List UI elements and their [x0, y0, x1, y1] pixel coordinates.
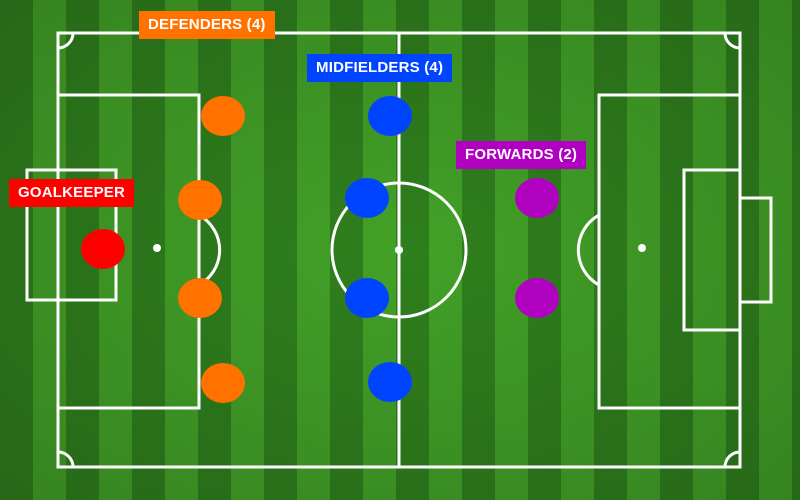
center-spot	[395, 246, 403, 254]
left-penalty-spot	[153, 244, 161, 252]
pitch-markings	[25, 31, 773, 469]
player-defender	[201, 96, 245, 136]
label-defenders: DEFENDERS (4)	[139, 11, 275, 39]
label-midfielders: MIDFIELDERS (4)	[307, 54, 453, 82]
corner-arc-top-right	[723, 32, 741, 50]
player-midfielder	[368, 96, 412, 136]
corner-arc-bottom-right	[723, 450, 741, 468]
label-forwards: FORWARDS (2)	[456, 141, 587, 169]
corner-arc-bottom-left	[57, 450, 75, 468]
right-six-yard-box	[682, 168, 742, 332]
player-defender	[178, 278, 222, 318]
corner-arc-top-left	[57, 32, 75, 50]
right-penalty-arc	[576, 213, 600, 287]
right-penalty-spot	[638, 244, 646, 252]
player-goalkeeper	[81, 229, 125, 269]
player-forward	[515, 178, 559, 218]
player-midfielder	[345, 278, 389, 318]
player-midfielder	[368, 362, 412, 402]
player-defender	[178, 180, 222, 220]
center-circle	[330, 181, 468, 319]
player-defender	[201, 363, 245, 403]
player-midfielder	[345, 178, 389, 218]
label-goalkeeper: GOALKEEPER	[9, 179, 135, 207]
player-forward	[515, 278, 559, 318]
